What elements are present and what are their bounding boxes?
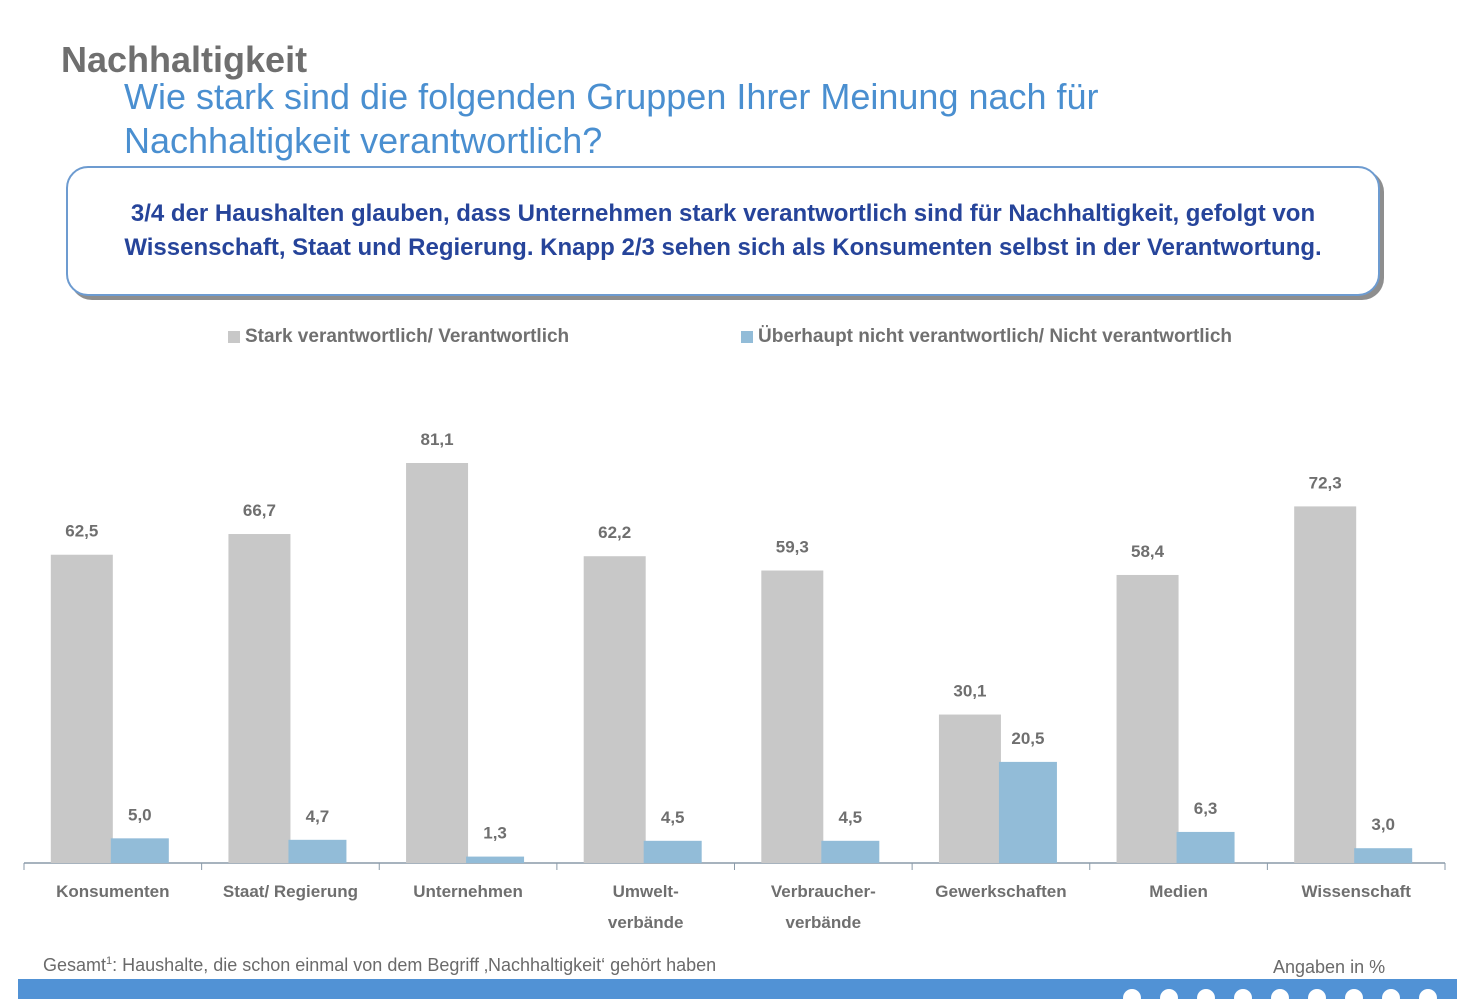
footer-bar: [18, 979, 1457, 999]
data-label: 4,5: [838, 808, 862, 827]
data-label: 4,7: [306, 807, 330, 826]
bar-series-1: [583, 556, 646, 863]
bar-series-1: [50, 554, 113, 863]
footer-dot-decoration: [1271, 989, 1289, 1007]
footnote-text: : Haushalte, die schon einmal von dem Be…: [112, 955, 717, 975]
data-label: 3,0: [1371, 815, 1395, 834]
bar-series-2: [288, 839, 347, 863]
data-label: 62,2: [598, 523, 631, 542]
bar-series-2: [643, 840, 702, 863]
bar-series-1: [1294, 506, 1357, 863]
data-label: 66,7: [243, 501, 276, 520]
data-label: 72,3: [1309, 473, 1342, 492]
legend-label-series-2: Überhaupt nicht verantwortlich/ Nicht ve…: [758, 326, 1233, 347]
footer-dot-decoration: [1123, 989, 1141, 1007]
legend-label-series-1: Stark verantwortlich/ Verantwortlich: [245, 326, 570, 347]
data-label: 20,5: [1011, 729, 1044, 748]
question-line-1: Wie stark sind die folgenden Gruppen Ihr…: [124, 76, 1099, 117]
summary-text: 3/4 der Haushalten glauben, dass Unterne…: [124, 200, 1322, 261]
category-label: Staat/ Regierung: [223, 882, 358, 901]
bar-series-1: [938, 714, 1001, 863]
footer-dot-decoration: [1419, 989, 1437, 1007]
footer-dot-decoration: [1160, 989, 1178, 1007]
category-label: Unternehmen: [413, 882, 523, 901]
survey-question: Wie stark sind die folgenden Gruppen Ihr…: [124, 75, 1324, 163]
bar-series-1: [228, 534, 291, 863]
category-label: Konsumenten: [56, 882, 169, 901]
footnote: Gesamt1: Haushalte, die schon einmal von…: [43, 955, 716, 976]
category-label: Gewerkschaften: [935, 882, 1066, 901]
bar-series-1: [406, 463, 469, 863]
legend-item-series-1: Stark verantwortlich/ Verantwortlich: [228, 326, 569, 348]
legend-swatch-blue: [741, 331, 753, 343]
bar-series-2: [466, 856, 525, 863]
data-label: 4,5: [661, 808, 685, 827]
category-label: Medien: [1149, 882, 1208, 901]
slide-title: Nachhaltigkeit: [61, 39, 308, 80]
units-note: Angaben in %: [1273, 957, 1386, 977]
bar-series-2: [821, 840, 880, 863]
category-label: Wissenschaft: [1301, 882, 1411, 901]
bar-series-1: [761, 570, 824, 863]
data-label: 81,1: [421, 430, 454, 449]
summary-box: 3/4 der Haushalten glauben, dass Unterne…: [66, 166, 1380, 296]
question-line-2: Nachhaltigkeit verantwortlich?: [124, 120, 603, 161]
data-label: 58,4: [1131, 542, 1165, 561]
category-label: verbände: [608, 913, 684, 932]
data-label: 5,0: [128, 805, 152, 824]
category-label: verbände: [786, 913, 862, 932]
data-label: 59,3: [776, 538, 809, 557]
bar-series-2: [1176, 831, 1235, 863]
bar-series-2: [110, 838, 169, 863]
category-label: Umwelt-: [613, 882, 679, 901]
bar-series-2: [998, 761, 1057, 863]
footer-dot-decoration: [1234, 989, 1252, 1007]
footer-dot-decoration: [1345, 989, 1363, 1007]
bar-series-2: [1354, 848, 1413, 863]
footnote-superscript: 1: [106, 955, 113, 967]
footer-dot-decoration: [1382, 989, 1400, 1007]
legend-swatch-grey: [228, 331, 240, 343]
footer-dot-decoration: [1197, 989, 1215, 1007]
footnote-prefix: Gesamt: [43, 955, 107, 975]
data-label: 62,5: [65, 522, 98, 541]
data-label: 6,3: [1194, 799, 1218, 818]
category-label: Verbraucher-: [771, 882, 876, 901]
data-label: 30,1: [953, 682, 986, 701]
data-label: 1,3: [483, 824, 507, 843]
legend-item-series-2: Überhaupt nicht verantwortlich/ Nicht ve…: [741, 326, 1232, 348]
footer-dot-decoration: [1308, 989, 1326, 1007]
bar-series-1: [1116, 574, 1179, 863]
